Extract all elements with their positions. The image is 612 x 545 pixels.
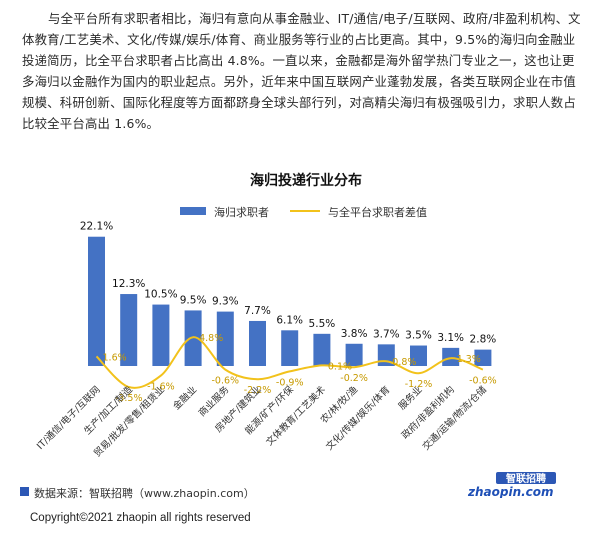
source-text: 数据来源：智联招聘（www.zhaopin.com）	[34, 487, 255, 500]
labels-layer: 22.1% 12.3%10.5% 9.5% 9.3% 7.7% 6.1% 5.5% 3.8% 3…	[80, 221, 496, 346]
bar-13	[474, 349, 492, 366]
bar-value-label: 5.5%	[309, 318, 336, 330]
line-value-label: -3.5%	[115, 393, 143, 404]
bar-7	[281, 330, 299, 366]
bar-2	[120, 294, 138, 366]
bar-11	[410, 345, 427, 366]
legend-label-bars: 海归求职者	[214, 206, 269, 219]
line-value-label: -0.6%	[469, 376, 497, 387]
bar-3	[152, 304, 170, 366]
legend-item-bars: 海归求职者	[180, 204, 269, 220]
line-value-label: -0.2%	[340, 373, 368, 384]
bar-5	[216, 311, 234, 366]
bars-layer	[88, 236, 492, 366]
chart-title: 海归投递行业分布	[250, 173, 362, 189]
line-value-label: -0.9%	[276, 377, 304, 388]
copyright-text: Copyright©2021 zhaopin all rights reserv…	[30, 512, 251, 524]
article-paragraph: 与全平台所有求职者相比，海归有意向从事金融业、IT/通信/电子/互联网、政府/非…	[22, 11, 581, 131]
legend-label-line: 与全平台求职者差值	[328, 206, 427, 219]
bar-value-label: 3.8%	[341, 328, 368, 340]
line-value-label: 4.8%	[199, 333, 223, 344]
bar-value-label: 9.3%	[212, 296, 239, 308]
bar-9	[345, 343, 363, 366]
bar-value-label: 10.5%	[144, 289, 177, 301]
line-value-label: -1.2%	[405, 379, 433, 390]
logo-brand-en: zhaopin.com	[467, 485, 554, 498]
logo-brand-cn: 智联招聘	[506, 472, 546, 485]
legend-swatch-line	[290, 210, 320, 212]
line-value-label: -0.6%	[212, 376, 240, 387]
bar-value-label: 9.5%	[180, 294, 207, 306]
bar-value-label: 3.1%	[437, 332, 464, 344]
bar-value-label: 22.1%	[80, 221, 113, 233]
bar-8	[313, 333, 331, 366]
bar-value-label: 7.7%	[244, 305, 271, 317]
line-value-label: 0.8%	[392, 357, 416, 368]
bar-value-label: 3.7%	[373, 328, 400, 340]
bar-12	[442, 347, 460, 366]
source-bar: 数据来源：智联招聘（www.zhaopin.com）	[20, 480, 580, 500]
line-value-label: 0.1%	[328, 361, 352, 372]
bar-value-label: 2.8%	[470, 334, 497, 346]
bar-1	[88, 236, 105, 366]
legend-item-line: 与全平台求职者差值	[290, 204, 427, 220]
bar-value-label: 6.1%	[276, 314, 303, 326]
bar-6	[249, 320, 266, 366]
line-value-label: 1.3%	[457, 354, 481, 365]
x-tick-label: 金融业	[171, 384, 200, 413]
x-tick-label: 文体教育/工艺美术	[264, 383, 329, 448]
bar-value-label: 12.3%	[112, 278, 145, 290]
bar-4	[184, 310, 202, 366]
line-value-label: -1.6%	[147, 382, 175, 393]
legend-swatch-bar	[180, 207, 206, 215]
bar-value-label: 3.5%	[405, 330, 432, 342]
line-value-label: 1.6%	[103, 352, 127, 363]
logo-badge	[496, 472, 556, 484]
difference-line	[95, 336, 484, 389]
line-value-label: -2.2%	[244, 385, 272, 396]
zhaopin-logo: 智联招聘 zhaopin.com	[466, 470, 572, 499]
source-marker	[20, 487, 29, 496]
line-layer: 1.6%-3.5%-1.6%4.8%-0.6%-2.2%-0.9%0.1%-0.…	[95, 333, 497, 404]
